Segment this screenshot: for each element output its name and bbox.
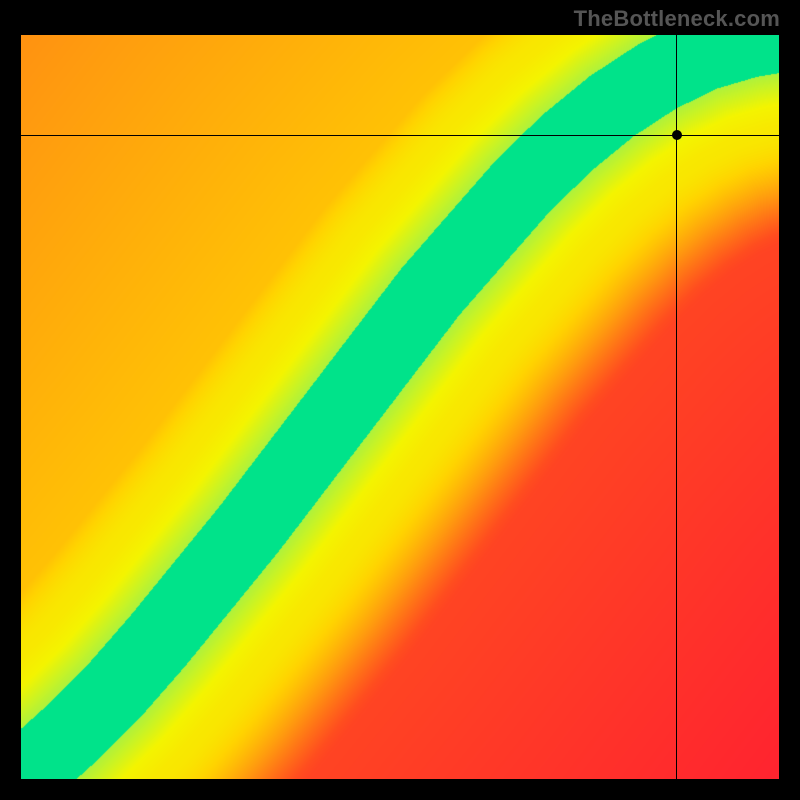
heatmap-canvas <box>21 35 779 779</box>
watermark: TheBottleneck.com <box>574 6 780 32</box>
crosshair-marker <box>672 130 682 140</box>
heatmap-plot-area <box>21 35 779 779</box>
crosshair-vertical <box>676 35 677 779</box>
chart-container: TheBottleneck.com <box>0 0 800 800</box>
crosshair-horizontal <box>21 135 779 136</box>
